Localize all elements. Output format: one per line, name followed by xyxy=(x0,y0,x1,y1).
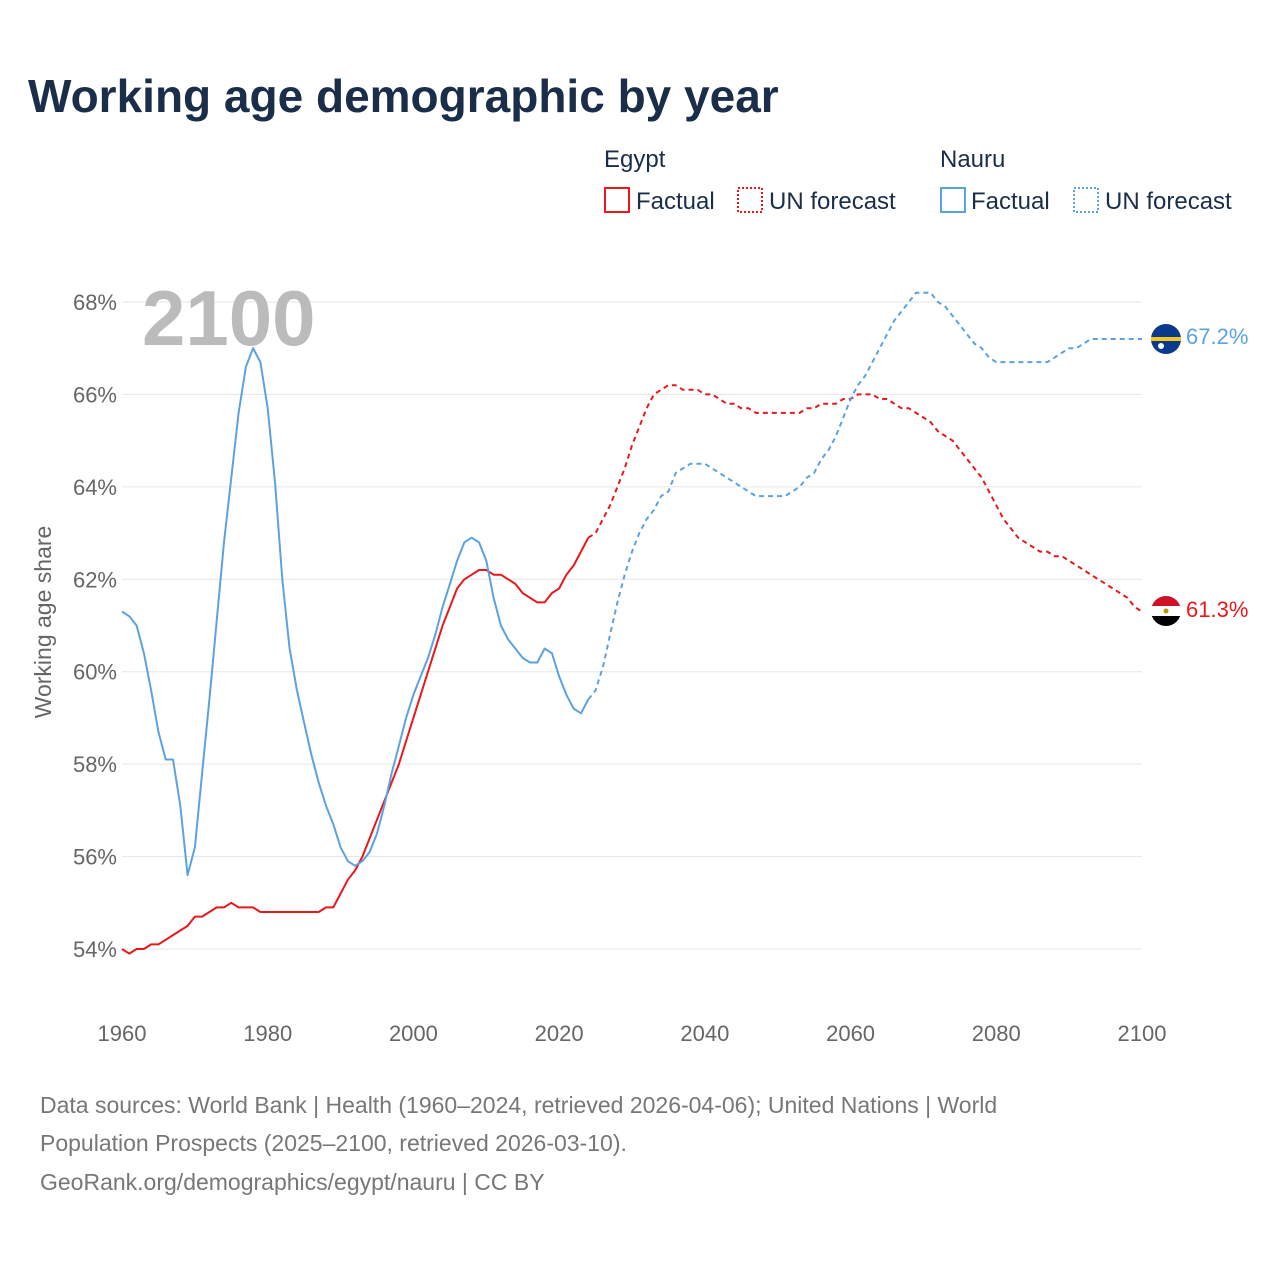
y-axis-label: Working age share xyxy=(30,526,56,719)
nauru-flag-stripe xyxy=(1151,337,1181,341)
legend: Egypt Factual UN forecast Nauru Factual … xyxy=(604,146,1232,215)
x-tick-label: 1980 xyxy=(243,1021,292,1046)
y-tick-label: 60% xyxy=(73,660,117,685)
legend-egypt-forecast-label: UN forecast xyxy=(769,188,896,215)
x-tick-label: 1960 xyxy=(98,1021,147,1046)
source-line-3: GeoRank.org/demographics/egypt/nauru | C… xyxy=(40,1169,545,1195)
x-axis-ticks: 1960 1980 2000 2020 2040 2060 2080 2100 xyxy=(98,1021,1167,1046)
x-tick-label: 2020 xyxy=(535,1021,584,1046)
y-tick-label: 68% xyxy=(73,290,117,315)
legend-egypt-heading: Egypt xyxy=(604,146,666,173)
x-tick-label: 2040 xyxy=(680,1021,729,1046)
x-tick-label: 2060 xyxy=(826,1021,875,1046)
series-egypt-un-forecast xyxy=(587,384,1143,613)
y-tick-label: 66% xyxy=(73,382,117,407)
y-tick-label: 64% xyxy=(73,475,117,500)
egypt-end-value: 61.3% xyxy=(1186,597,1248,622)
legend-nauru-heading: Nauru xyxy=(940,146,1005,173)
x-tick-label: 2080 xyxy=(972,1021,1021,1046)
nauru-end-marker: 67.2% xyxy=(1151,324,1248,354)
legend-nauru-forecast-label: UN forecast xyxy=(1105,188,1232,215)
year-display: 2100 xyxy=(142,274,316,362)
egypt-flag-icon xyxy=(1151,596,1181,606)
chart-title: Working age demographic by year xyxy=(28,70,779,122)
series-nauru-factual xyxy=(121,347,590,877)
y-tick-label: 58% xyxy=(73,752,117,777)
legend-nauru-factual-swatch xyxy=(940,187,966,213)
gridlines xyxy=(122,301,1142,950)
legend-nauru-forecast-swatch xyxy=(1073,187,1099,213)
y-axis-ticks: 54% 56% 58% 60% 62% 64% 66% 68% xyxy=(73,290,117,962)
series-egypt-factual xyxy=(121,537,590,955)
legend-egypt-factual-label: Factual xyxy=(636,188,715,215)
source-line-2: Population Prospects (2025–2100, retriev… xyxy=(40,1130,627,1156)
series-nauru-un-forecast xyxy=(587,291,1142,701)
nauru-flag-star xyxy=(1158,343,1164,349)
legend-egypt-forecast-swatch xyxy=(737,187,763,213)
x-tick-label: 2000 xyxy=(389,1021,438,1046)
source-line-1: Data sources: World Bank | Health (1960–… xyxy=(40,1092,997,1118)
y-tick-label: 56% xyxy=(73,845,117,870)
y-tick-label: 62% xyxy=(73,567,117,592)
x-tick-label: 2100 xyxy=(1118,1021,1167,1046)
legend-egypt-factual-swatch xyxy=(604,187,630,213)
nauru-end-value: 67.2% xyxy=(1186,324,1248,349)
egypt-end-marker: 61.3% xyxy=(1151,596,1248,626)
legend-nauru-factual-label: Factual xyxy=(971,188,1050,215)
series-lines xyxy=(121,291,1143,955)
y-tick-label: 54% xyxy=(73,937,117,962)
